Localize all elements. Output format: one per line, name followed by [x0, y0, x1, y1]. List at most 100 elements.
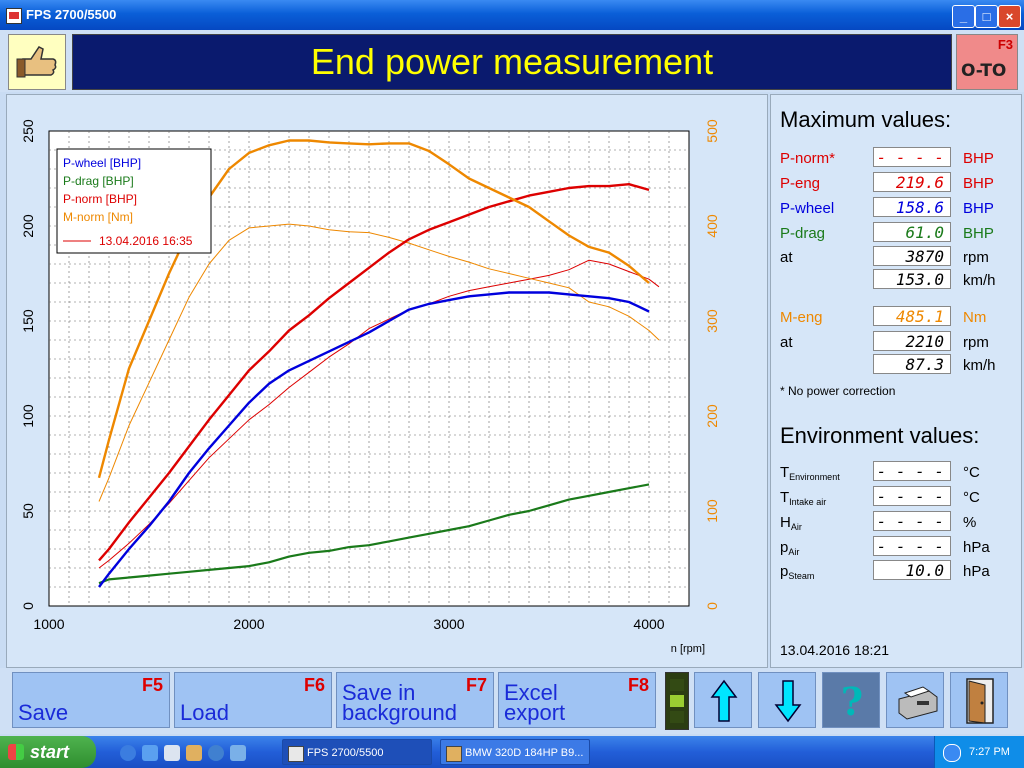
app-quicklaunch-icon[interactable]	[186, 745, 202, 761]
excel-export-button[interactable]: F8 Excel export	[498, 672, 656, 728]
function-key-bar: F5 Save F6 Load F7 Save in background F8…	[0, 668, 1024, 734]
legend-entry: M-norm [Nm]	[63, 210, 133, 224]
environment-subscript: Intake air	[789, 497, 827, 507]
window-title: FPS 2700/5500	[26, 7, 117, 22]
max-value-display: 485.1	[873, 306, 951, 326]
save-key: F5	[141, 675, 163, 695]
x-tick-label: 3000	[433, 616, 464, 632]
environment-label: pAir	[780, 539, 799, 557]
legend-run-label: 13.04.2016 16:35	[99, 234, 193, 248]
ie-quicklaunch-icon[interactable]	[120, 745, 136, 761]
max-value-label: P-wheel	[780, 200, 835, 217]
fps-task-icon	[288, 746, 304, 762]
y-right-tick-label: 400	[704, 214, 720, 238]
values-panel: Maximum values: P-norm*- - - - .-BHPP-en…	[770, 94, 1022, 668]
start-button[interactable]: start	[0, 736, 96, 768]
task-fps[interactable]: FPS 2700/5500	[282, 739, 432, 765]
legend-box	[56, 148, 212, 254]
series-line	[98, 182, 650, 562]
save-in-background-button[interactable]: F7 Save in background	[336, 672, 494, 728]
max-value-display: 3870	[873, 246, 951, 266]
y-left-tick-label: 50	[20, 503, 36, 519]
task-bmw[interactable]: BMW 320D 184HP B9...	[440, 739, 590, 765]
environment-unit: hPa	[963, 539, 990, 556]
f3-brake-button[interactable]: F3 O-TO	[956, 34, 1018, 90]
environment-value: - - - - .-	[873, 511, 951, 551]
max-values-title: Maximum values:	[780, 107, 952, 132]
max-value-row: P-norm* - - - - .- BHP	[780, 147, 1016, 187]
series-line	[98, 291, 650, 588]
environment-row: TEnvironment - - - - .- °C	[780, 461, 1016, 501]
max-value-display: 2210	[873, 331, 951, 351]
close-button[interactable]: ×	[998, 5, 1021, 28]
maximize-button[interactable]: □	[975, 5, 998, 28]
max-value-unit: BHP	[963, 175, 994, 192]
task-fps-label: FPS 2700/5500	[307, 747, 384, 759]
environment-label: TEnvironment	[780, 464, 840, 482]
max-value-label: at	[780, 334, 793, 351]
max-value-unit: BHP	[963, 150, 994, 167]
help-button[interactable]: ?	[822, 672, 880, 728]
exit-door-icon	[966, 678, 994, 724]
environment-value: 10.0	[873, 560, 951, 580]
environment-subscript: Air	[790, 522, 802, 532]
f3-key-label: F3	[997, 37, 1013, 52]
network-quicklaunch-icon[interactable]	[230, 745, 246, 761]
max-value-unit: Nm	[963, 309, 987, 326]
environment-row: pSteam 10.0 hPa	[780, 560, 1016, 582]
legend-entry: P-norm [BHP]	[63, 192, 137, 206]
start-label: start	[30, 742, 70, 762]
minimize-button[interactable]: _	[952, 5, 975, 28]
save-label: Save	[18, 700, 69, 725]
environment-row: HAir - - - - .-%	[780, 511, 1016, 551]
environment-value: - - - - .-	[873, 536, 951, 576]
environment-symbol: T	[780, 464, 790, 481]
environment-symbol: T	[780, 489, 790, 506]
status-led	[665, 672, 689, 730]
series-line	[98, 259, 660, 569]
scroll-up-button[interactable]	[694, 672, 752, 728]
page-title: End power measurement	[72, 34, 952, 90]
windows-logo-icon	[8, 744, 24, 760]
load-button[interactable]: F6 Load	[174, 672, 332, 728]
environment-subscript: Air	[788, 547, 800, 557]
power-correction-note: * No power correction	[780, 384, 896, 398]
max-value-label: at	[780, 249, 793, 266]
max-value-unit: rpm	[963, 334, 989, 351]
tray-expand-icon[interactable]	[943, 744, 961, 762]
window-titlebar[interactable]: FPS 2700/5500 _ □ ×	[0, 0, 1024, 30]
environment-unit: hPa	[963, 563, 990, 580]
environment-unit: °C	[963, 464, 980, 481]
y-right-tick-label: 500	[704, 119, 720, 143]
exit-button[interactable]	[950, 672, 1008, 728]
excel-label: Excel export	[504, 680, 566, 725]
environment-title: Environment values:	[780, 423, 980, 448]
max-value-row: P-eng 219.6 BHP	[780, 172, 1016, 194]
y-left-tick-label: 0	[20, 602, 36, 610]
bmw-task-icon	[446, 746, 462, 762]
environment-symbol: p	[780, 563, 789, 580]
print-button[interactable]	[886, 672, 944, 728]
max-value-label: P-drag	[780, 225, 826, 242]
thumbs-up-button[interactable]	[8, 34, 66, 90]
max-value-display: 219.6	[873, 172, 951, 192]
max-value-label: M-eng	[780, 309, 823, 326]
environment-label: HAir	[780, 514, 802, 532]
task-bmw-label: BMW 320D 184HP B9...	[465, 747, 584, 759]
max-value-row: 153.0 km/h	[780, 269, 1016, 291]
arrow-up-icon	[710, 679, 738, 722]
media-quicklaunch-icon[interactable]	[208, 745, 224, 761]
save-button[interactable]: F5 Save	[12, 672, 170, 728]
desktop-quicklaunch-icon[interactable]	[142, 745, 158, 761]
environment-unit: °C	[963, 489, 980, 506]
max-value-display: 61.0	[873, 222, 951, 242]
y-right-tick-label: 0	[704, 602, 720, 610]
scroll-down-button[interactable]	[758, 672, 816, 728]
environment-value: - - - - .-	[873, 461, 951, 501]
save-bg-key: F7	[465, 675, 487, 695]
max-value-display: 158.6	[873, 197, 951, 217]
notepad-quicklaunch-icon[interactable]	[164, 745, 180, 761]
max-value-display: - - - - .-	[873, 147, 951, 187]
x-tick-label: 4000	[633, 616, 664, 632]
max-value-unit: km/h	[963, 357, 996, 374]
